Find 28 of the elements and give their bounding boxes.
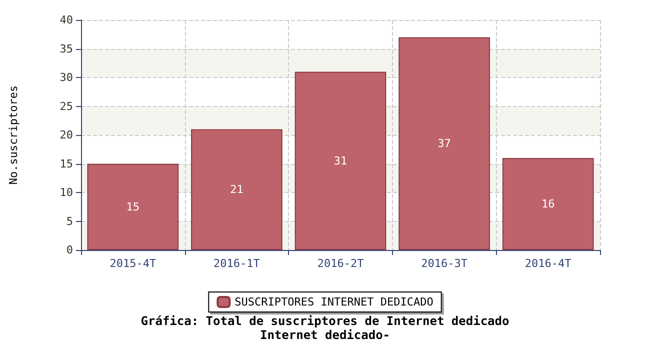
x-tick-label: 2016-4T [524, 257, 572, 270]
y-tick-label: 10 [60, 186, 73, 199]
data-label: 15 [126, 200, 140, 214]
y-tick-label: 5 [66, 214, 73, 228]
x-tick-label: 2016-1T [214, 257, 260, 270]
y-tick-label: 15 [60, 157, 73, 170]
legend-label: SUSCRIPTORES INTERNET DEDICADO [234, 296, 434, 308]
x-tick-label: 2016-3T [421, 257, 468, 270]
bar [191, 129, 282, 250]
text: Internet dedicado- [260, 328, 390, 342]
data-label: 16 [541, 198, 555, 210]
y-tick-label: 40 [60, 14, 73, 26]
x-tick-label: 2016-2T [317, 257, 364, 270]
bar [398, 37, 490, 250]
y-tick-label: 25 [60, 100, 73, 113]
y-tick-label: 0 [66, 244, 73, 256]
data-label: 21 [230, 183, 244, 196]
y-tick-label: 30 [60, 71, 73, 84]
x-tick-label: 2015-4T [110, 257, 156, 270]
data-label: 37 [438, 137, 451, 150]
y-tick-label: 20 [60, 128, 73, 142]
y-axis-title: No.suscriptores [7, 85, 20, 185]
bar [87, 164, 179, 250]
text: Gráfica: Total de suscriptores de Internet dedicado [140, 314, 510, 328]
data-label: 31 [334, 154, 348, 168]
bar [294, 72, 386, 250]
y-tick-label: 35 [60, 42, 73, 56]
bar [502, 158, 594, 250]
